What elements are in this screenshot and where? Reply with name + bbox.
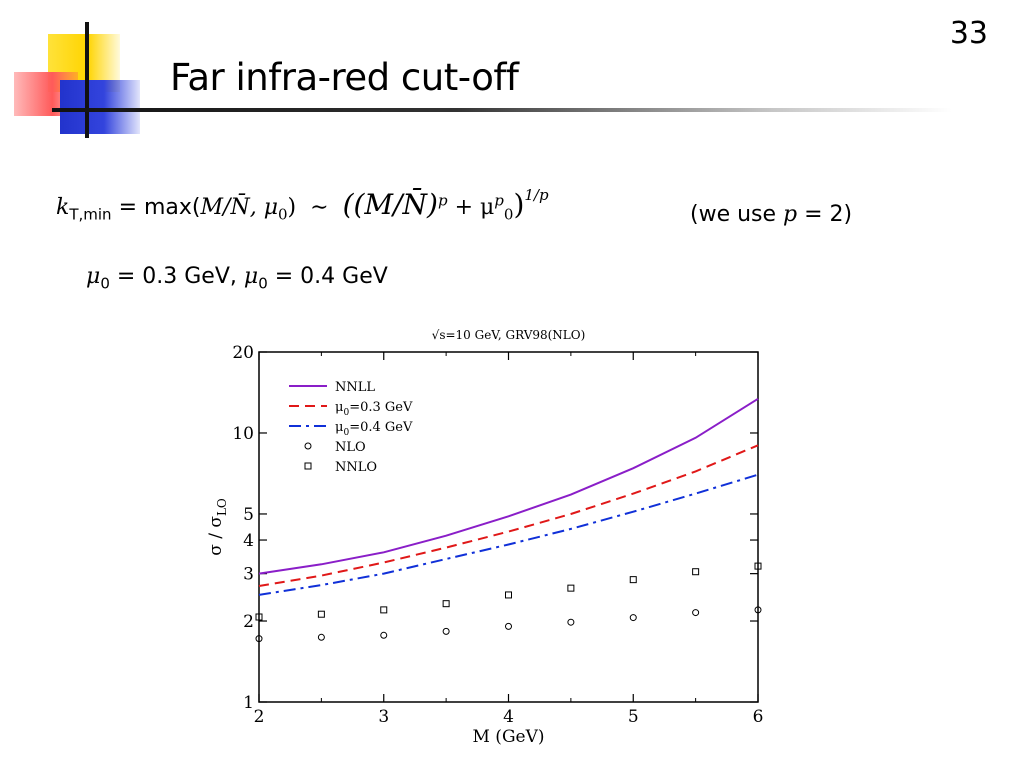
nnlo-point <box>567 584 575 592</box>
formula-k-sub: T,min <box>69 205 112 224</box>
formula-rhs-close: ) <box>513 188 525 221</box>
formula-max: = max( <box>118 195 201 220</box>
mu-a-sub: 0 <box>100 274 110 293</box>
nnlo-point <box>692 568 700 576</box>
nnlo-point <box>442 600 450 608</box>
note-val: = 2) <box>797 202 853 227</box>
series-line-0 <box>258 397 759 575</box>
nlo-point <box>317 633 325 641</box>
formula-p: p <box>437 191 448 210</box>
decor-blue-square <box>60 80 140 134</box>
x-axis-label: M (GeV) <box>473 727 545 747</box>
x-tick-label: 2 <box>254 707 265 727</box>
y-tick-label: 5 <box>243 505 254 525</box>
y-axis-label: σ / σLO <box>206 498 229 556</box>
mu-a-value: = 0.3 GeV, <box>109 264 244 289</box>
title-underline <box>52 108 952 112</box>
legend-label-2: μ0=0.4 GeV <box>335 420 413 438</box>
nlo-point <box>629 614 637 622</box>
legend-label-0: NNLL <box>335 380 375 395</box>
formula-args: M/N̄, μ <box>200 195 278 220</box>
x-tick-label: 4 <box>503 707 514 727</box>
y-tick-label: 2 <box>243 612 254 632</box>
legend-label-4: NNLO <box>335 460 377 475</box>
nnlo-point <box>317 610 325 618</box>
formula-rhs-open: ((M/N̄) <box>342 188 438 221</box>
nnlo-point <box>754 562 762 570</box>
mu0-values: μ0 = 0.3 GeV, μ0 = 0.4 GeV <box>86 264 388 292</box>
nnlo-point <box>629 576 637 584</box>
mu-b: μ <box>243 264 259 289</box>
y-tick-label: 3 <box>243 565 254 585</box>
nlo-point <box>754 606 762 614</box>
chart-title: √s=10 GeV, GRV98(NLO) <box>432 328 586 342</box>
note-var: p <box>783 202 798 227</box>
note-text: (we use <box>690 202 784 227</box>
mu-b-sub: 0 <box>258 274 268 293</box>
plot-frame <box>258 351 759 703</box>
formula-rhs: ((M/N̄) <box>343 188 438 221</box>
formula-exponent: 1/p <box>524 185 549 204</box>
legend-swatch-3 <box>304 442 312 450</box>
nlo-point <box>380 631 388 639</box>
kt-min-formula: kT,min = max(M/N̄, μ0) ∼ ((M/N̄)p + μp0)… <box>56 185 549 224</box>
formula-mu-sub: 0 <box>503 205 514 224</box>
y-tick-label: 4 <box>243 531 254 551</box>
legend-label-3: NLO <box>335 440 366 455</box>
formula-plus-mu: + μ <box>454 195 495 220</box>
nlo-point <box>505 622 512 630</box>
y-tick-label: 1 <box>243 693 254 713</box>
nnlo-point <box>380 606 388 614</box>
series-line-2 <box>258 473 759 596</box>
nlo-point <box>692 609 700 617</box>
nlo-point <box>255 635 263 643</box>
formula-note: (we use p = 2) <box>690 202 852 227</box>
formula-close: ) <box>287 195 297 220</box>
y-tick-label: 10 <box>232 424 254 444</box>
nnlo-point <box>505 591 512 599</box>
legend-swatch-4 <box>304 462 312 470</box>
nlo-point <box>442 627 450 635</box>
legend-label-1: μ0=0.3 GeV <box>335 400 413 418</box>
mu-b-value: = 0.4 GeV <box>267 264 388 289</box>
formula-k: k <box>56 195 70 220</box>
slide-title: Far infra-red cut-off <box>170 56 519 99</box>
mu-a: μ <box>86 264 101 289</box>
formula-args-sub: 0 <box>278 205 288 224</box>
page-number: 33 <box>949 16 988 51</box>
x-tick-label: 6 <box>753 707 764 727</box>
x-tick-label: 5 <box>628 707 639 727</box>
series-line-1 <box>258 444 759 587</box>
nlo-point <box>567 618 575 626</box>
formula-mu-sup: p <box>494 191 504 210</box>
formula-sim: ∼ <box>310 195 329 220</box>
nnlo-point <box>255 613 263 621</box>
decor-vertical-line <box>85 22 89 138</box>
x-tick-label: 3 <box>378 707 389 727</box>
y-tick-label: 20 <box>232 343 254 363</box>
